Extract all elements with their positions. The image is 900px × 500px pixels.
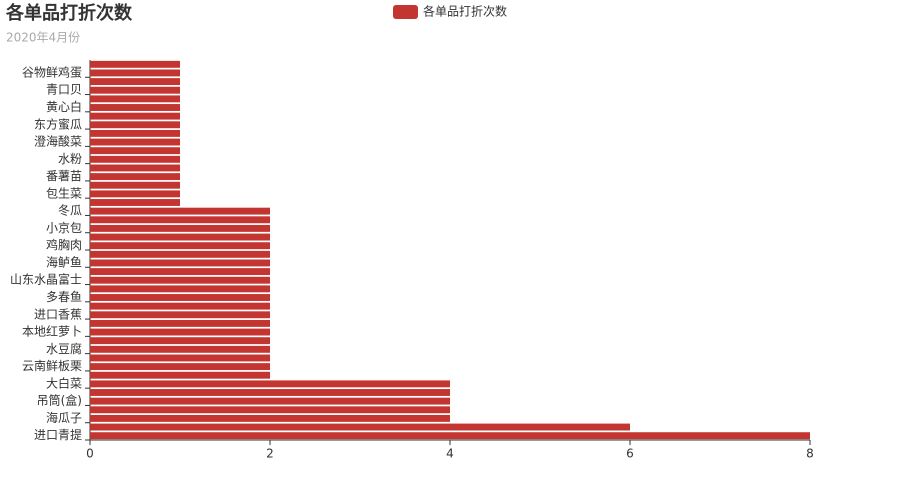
bar: [90, 302, 270, 310]
bar: [90, 371, 270, 379]
bar: [90, 389, 450, 396]
y-tick-label: 大白菜: [46, 375, 82, 390]
bar: [90, 259, 270, 267]
bar: [90, 199, 180, 206]
bar: [90, 129, 180, 137]
bar: [90, 190, 180, 198]
y-tick-label: 冬瓜: [58, 203, 82, 218]
y-tick-label: 海鲈鱼: [46, 254, 82, 269]
y-tick-label: 水粉: [58, 152, 82, 166]
y-tick-label: 黄心白: [46, 99, 82, 114]
bar: [90, 138, 180, 146]
chart-title: 各单品打折次数: [5, 2, 133, 24]
bar: [90, 181, 180, 189]
bar: [90, 319, 270, 327]
bar: [90, 78, 180, 86]
bar: [90, 233, 270, 241]
bar: [90, 268, 270, 276]
y-tick-label: 水豆腐: [46, 341, 82, 356]
y-tick-label: 包生菜: [46, 186, 82, 200]
bar: [90, 414, 450, 422]
bar: [90, 173, 180, 181]
y-tick-label: 青口贝: [46, 83, 82, 97]
bar: [90, 423, 630, 431]
bar: [90, 104, 180, 111]
bar: [90, 60, 180, 68]
chart-subtitle: 2020年4月份: [6, 31, 80, 45]
bar: [90, 207, 270, 215]
x-tick-label: 8: [806, 447, 814, 461]
bar: [90, 164, 180, 172]
bar: [90, 311, 270, 319]
bar: [90, 86, 180, 94]
x-tick-label: 6: [626, 447, 634, 461]
legend-swatch: [393, 5, 418, 19]
bar: [90, 147, 180, 155]
y-tick-label: 进口青提: [34, 427, 82, 442]
x-tick-label: 4: [446, 447, 454, 461]
bar: [90, 112, 180, 120]
y-tick-label: 东方蜜瓜: [34, 116, 82, 131]
bar: [90, 95, 180, 103]
x-tick-label: 2: [266, 447, 274, 461]
x-tick-label: 0: [86, 447, 94, 461]
legend-label: 各单品打折次数: [423, 4, 507, 19]
y-tick-label: 进口香蕉: [34, 307, 82, 321]
bar: [90, 397, 450, 405]
y-tick-label: 本地红萝卜: [22, 324, 82, 339]
y-tick-label: 澄海酸菜: [34, 134, 82, 149]
bar: [90, 69, 180, 77]
bar: [90, 345, 270, 353]
y-tick-label: 小京包: [46, 221, 82, 235]
bar: [90, 224, 270, 232]
bar: [90, 121, 180, 129]
y-tick-label: 吊筒(盒): [37, 393, 82, 408]
bar: [90, 276, 270, 284]
bar: [90, 242, 270, 250]
y-tick-label: 鸡胸肉: [46, 237, 82, 252]
y-tick-label: 海瓜子: [46, 410, 82, 425]
bar: [90, 155, 180, 163]
bar: [90, 363, 270, 371]
bar: [90, 328, 270, 336]
y-tick-label: 山东水晶富士: [10, 272, 82, 287]
bar: [90, 337, 270, 345]
bar: [90, 432, 810, 440]
y-tick-label: 云南鲜板栗: [22, 358, 82, 373]
y-tick-label: 谷物鲜鸡蛋: [22, 64, 82, 79]
bar: [90, 354, 270, 362]
y-tick-label: 多春鱼: [46, 290, 82, 304]
bar: [90, 250, 270, 258]
y-tick-label: 番薯苗: [46, 169, 82, 183]
bar: [90, 294, 270, 301]
bar: [90, 406, 450, 414]
bar: [90, 380, 450, 388]
bar: [90, 216, 270, 224]
bar: [90, 285, 270, 293]
